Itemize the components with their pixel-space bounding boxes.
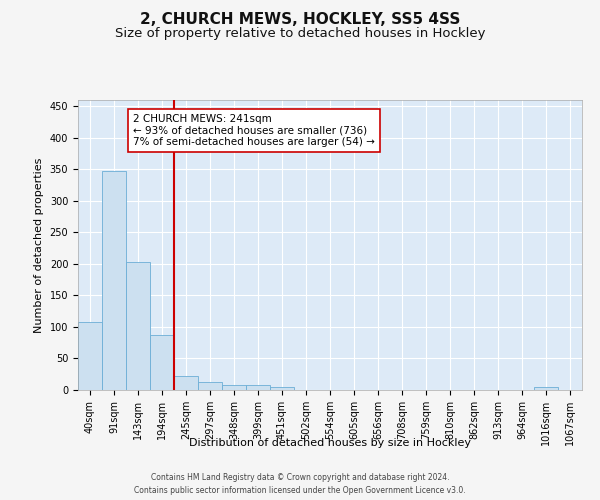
Bar xyxy=(102,170,126,390)
Bar xyxy=(174,376,198,390)
Bar xyxy=(246,385,270,390)
Text: 2 CHURCH MEWS: 241sqm
← 93% of detached houses are smaller (736)
7% of semi-deta: 2 CHURCH MEWS: 241sqm ← 93% of detached … xyxy=(133,114,375,147)
Y-axis label: Number of detached properties: Number of detached properties xyxy=(34,158,44,332)
Bar xyxy=(534,388,558,390)
Bar xyxy=(126,262,150,390)
Bar xyxy=(270,387,294,390)
Bar xyxy=(150,334,174,390)
Text: Size of property relative to detached houses in Hockley: Size of property relative to detached ho… xyxy=(115,28,485,40)
Bar xyxy=(222,385,246,390)
Text: Distribution of detached houses by size in Hockley: Distribution of detached houses by size … xyxy=(189,438,471,448)
Bar xyxy=(78,322,102,390)
Text: Contains HM Land Registry data © Crown copyright and database right 2024.
Contai: Contains HM Land Registry data © Crown c… xyxy=(134,474,466,495)
Bar xyxy=(198,382,222,390)
Text: 2, CHURCH MEWS, HOCKLEY, SS5 4SS: 2, CHURCH MEWS, HOCKLEY, SS5 4SS xyxy=(140,12,460,28)
